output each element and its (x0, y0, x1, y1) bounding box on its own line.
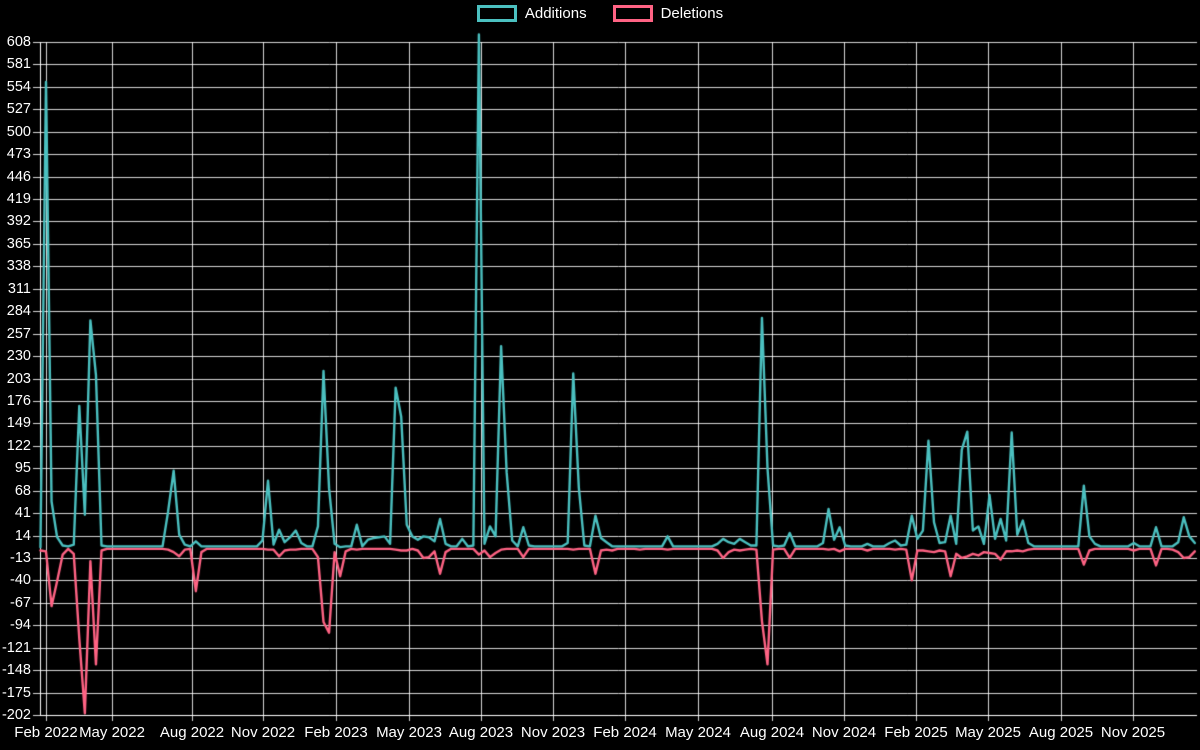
y-tick-label: 230 (6, 348, 31, 365)
legend-item-deletions[interactable]: Deletions (612, 5, 724, 22)
x-tick-label: Feb 2024 (593, 724, 657, 741)
deletions-swatch-icon (612, 5, 653, 22)
y-tick-label: -148 (1, 662, 31, 679)
y-tick-label: 338 (6, 258, 31, 275)
y-tick-label: 203 (6, 370, 31, 387)
y-tick-label: 608 (6, 34, 31, 50)
x-tick-label: Nov 2024 (811, 724, 877, 741)
y-tick-label: 473 (6, 146, 31, 163)
legend-label-additions: Additions (524, 5, 587, 22)
y-tick-label: 14 (14, 527, 31, 544)
y-tick-label: 419 (6, 191, 31, 208)
y-tick-label: -40 (10, 572, 31, 589)
y-tick-label: 311 (7, 280, 31, 297)
x-tick-label: Feb 2023 (304, 724, 368, 741)
x-tick-label: Nov 2022 (230, 724, 296, 741)
y-tick-label: -13 (10, 549, 31, 566)
y-tick-label: 392 (6, 213, 31, 230)
y-tick-label: 176 (6, 392, 31, 409)
x-tick-label: May 2025 (955, 724, 1021, 741)
y-tick-label: 554 (6, 78, 31, 95)
x-tick-label: May 2023 (376, 724, 442, 741)
x-tick-label: Aug 2025 (1028, 724, 1094, 741)
y-tick-label: -121 (1, 639, 31, 656)
y-tick-label: -94 (10, 617, 31, 634)
y-tick-label: 581 (6, 56, 31, 73)
y-tick-label: 41 (14, 505, 31, 522)
x-tick-label: Feb 2025 (884, 724, 948, 741)
x-tick-label: Aug 2023 (448, 724, 514, 741)
chart-legend: Additions Deletions (0, 5, 1200, 22)
y-tick-label: -202 (1, 707, 31, 723)
y-tick-label: 527 (6, 101, 31, 118)
x-tick-label: Feb 2022 (14, 724, 78, 741)
y-tick-label: 122 (6, 437, 31, 454)
x-tick-label: May 2022 (79, 724, 145, 741)
y-tick-label: 68 (14, 482, 31, 499)
y-tick-label: 500 (6, 123, 31, 140)
y-tick-label: 284 (6, 303, 31, 320)
y-tick-label: -175 (1, 684, 31, 701)
y-tick-label: 95 (14, 460, 31, 477)
y-tick-label: 257 (6, 325, 31, 342)
x-tick-label: Nov 2025 (1100, 724, 1166, 741)
y-tick-label: 446 (6, 168, 31, 185)
legend-label-deletions: Deletions (660, 5, 724, 22)
x-tick-label: Aug 2022 (159, 724, 225, 741)
x-tick-label: Nov 2023 (520, 724, 586, 741)
y-tick-label: 149 (6, 415, 31, 432)
additions-swatch-icon (476, 5, 517, 22)
legend-item-additions[interactable]: Additions (476, 5, 587, 22)
x-tick-label: May 2024 (665, 724, 731, 741)
y-tick-label: 365 (6, 235, 31, 252)
y-tick-label: -67 (10, 594, 31, 611)
x-tick-label: Aug 2024 (739, 724, 805, 741)
